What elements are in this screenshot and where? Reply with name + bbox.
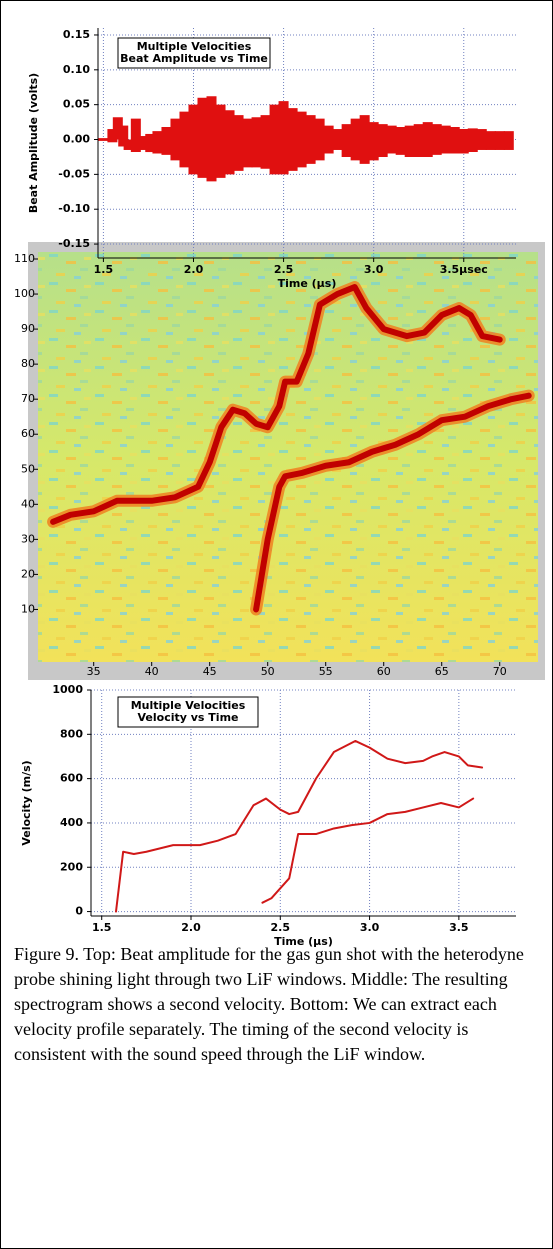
y-tick-label: 60 — [21, 427, 35, 440]
y-tick-label: -0.05 — [58, 167, 90, 180]
y-axis-label: Velocity (m/s) — [20, 760, 33, 845]
velocity-line — [262, 799, 473, 903]
x-tick-label: 60 — [377, 665, 391, 678]
y-tick-label: 100 — [14, 287, 35, 300]
velocity-line — [116, 741, 482, 912]
page: 0.15 0.10 0.05 0.00 -0.05 -0.10 -0.15 1.5 2.0 2.5… — [0, 0, 553, 1249]
y-axis-label: Beat Amplitude (volts) — [27, 73, 40, 213]
y-tick-label: 0.00 — [63, 133, 90, 146]
y-tick-label: 50 — [21, 462, 35, 475]
x-tick-label: 35 — [87, 665, 101, 678]
x-axis-label: Time (µs) — [278, 277, 337, 290]
x-tick-label: 3.5 — [449, 921, 469, 934]
x-tick-label: 3.5µsec — [440, 263, 488, 276]
y-tick-label: 400 — [60, 816, 83, 829]
y-tick-label: 0.15 — [63, 28, 90, 41]
y-tick-label: 0.10 — [63, 63, 90, 76]
x-tick-label: 2.5 — [271, 921, 291, 934]
x-tick-label: 70 — [493, 665, 507, 678]
y-tick-label: -0.15 — [58, 237, 90, 250]
y-tick-label: 800 — [60, 727, 83, 740]
x-tick-label: 45 — [203, 665, 217, 678]
x-tick-label: 1.5 — [94, 263, 114, 276]
y-tick-label: 30 — [21, 532, 35, 545]
y-tick-label: 90 — [21, 322, 35, 335]
x-tick-label: 3.0 — [364, 263, 384, 276]
x-tick-label: 40 — [145, 665, 159, 678]
annotation-text: Velocity vs Time — [138, 711, 239, 724]
annotation-text: Beat Amplitude vs Time — [120, 52, 268, 65]
y-tick-label: 80 — [21, 357, 35, 370]
y-tick-label: 20 — [21, 567, 35, 580]
y-tick-label: 1000 — [52, 683, 83, 696]
x-tick-label: 65 — [435, 665, 449, 678]
x-tick-label: 1.5 — [92, 921, 112, 934]
y-tick-label: 110 — [14, 252, 35, 265]
x-tick-label: 3.0 — [360, 921, 380, 934]
y-tick-label: 0 — [75, 905, 83, 918]
y-tick-label: 200 — [60, 860, 83, 873]
x-tick-label: 2.0 — [181, 921, 201, 934]
y-tick-label: -0.10 — [58, 202, 90, 215]
y-tick-label: 40 — [21, 497, 35, 510]
x-tick-label: 2.5 — [274, 263, 294, 276]
caption: Figure 9. Top: Beat amplitude for the ga… — [14, 942, 540, 1067]
y-tick-label: 70 — [21, 392, 35, 405]
y-tick-label: 10 — [21, 602, 35, 615]
x-tick-label: 2.0 — [184, 263, 204, 276]
y-tick-label: 0.05 — [63, 98, 90, 111]
x-tick-label: 55 — [319, 665, 333, 678]
x-tick-label: 50 — [261, 665, 275, 678]
y-tick-label: 600 — [60, 772, 83, 785]
